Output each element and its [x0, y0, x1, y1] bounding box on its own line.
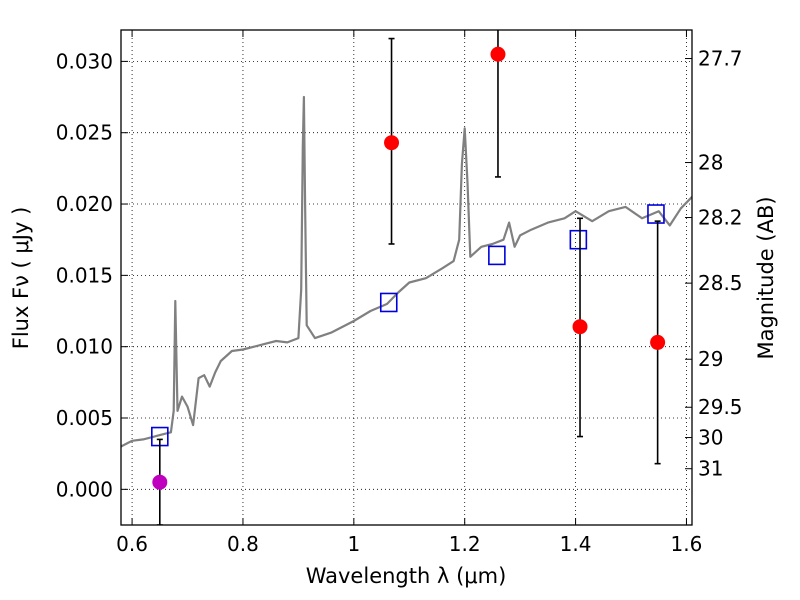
- tick-layer: 0.6 0.8 1 1.2 1.4 1.6 0.000 0.005 0.010 0.015 0.02…: [56, 30, 743, 556]
- observed-flux-point: [384, 135, 400, 151]
- spectrum-line: [121, 95, 692, 448]
- series-layer: [121, 30, 692, 525]
- observed-flux-point: [490, 46, 506, 62]
- y-right-tick-label: 28.5: [698, 271, 743, 295]
- y-tick-label: 0.000: [56, 477, 113, 501]
- y-tick-label: 0.030: [56, 49, 113, 73]
- model-flux-square: [569, 229, 588, 250]
- grid-layer: [121, 30, 692, 525]
- x-tick-label: 1.4: [560, 532, 592, 556]
- y-right-tick-label: 28.2: [698, 206, 743, 230]
- y-right-tick-label: 29: [698, 347, 723, 371]
- x-tick-label: 0.6: [116, 532, 148, 556]
- y-tick-label: 0.010: [56, 335, 113, 359]
- x-axis-label: Wavelength λ (μm): [306, 564, 507, 588]
- y-tick-label: 0.020: [56, 192, 113, 216]
- y-tick-label: 0.015: [56, 263, 113, 287]
- series-group: [121, 30, 692, 525]
- y-right-tick-label: 30: [698, 426, 723, 450]
- y-axis-label-left: Flux Fν ( μJy ): [9, 207, 33, 350]
- y-tick-label: 0.005: [56, 406, 113, 430]
- observed-flux-point: [572, 319, 588, 335]
- y-right-tick-label: 31: [698, 457, 723, 481]
- model-flux-square: [647, 204, 665, 224]
- model-flux-square: [379, 292, 398, 313]
- y-tick-label: 0.025: [56, 121, 113, 145]
- y-right-tick-label: 29.5: [698, 395, 743, 419]
- x-tick-label: 1.6: [671, 532, 703, 556]
- plot-frame: [120, 29, 693, 526]
- observed-flux-point: [152, 474, 168, 490]
- x-tick-label: 1.2: [449, 532, 481, 556]
- y-right-tick-label: 28: [698, 151, 723, 175]
- model-flux-square: [488, 245, 506, 266]
- y-axis-label-right: Magnitude (AB): [754, 196, 778, 359]
- x-tick-label: 1: [347, 532, 360, 556]
- observed-flux-point: [650, 334, 666, 350]
- x-tick-label: 0.8: [227, 532, 259, 556]
- y-right-tick-label: 27.7: [698, 47, 743, 71]
